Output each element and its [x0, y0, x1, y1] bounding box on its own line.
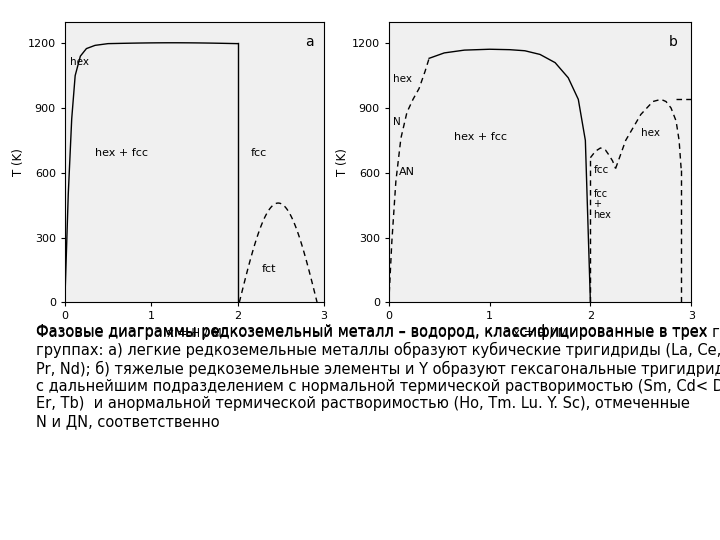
Text: Фазовые диаграммы редкоземельный металл – водород, классифицированные в трех
гру: Фазовые диаграммы редкоземельный металл …	[36, 324, 720, 429]
Y-axis label: T (K): T (K)	[12, 148, 25, 176]
Text: N: N	[393, 117, 400, 127]
Text: AN: AN	[399, 167, 415, 177]
Text: Фазовые диаграммы редкоземельный металл – водород, классифицированные в трех гру: Фазовые диаграммы редкоземельный металл …	[36, 324, 720, 340]
Text: hex: hex	[393, 74, 412, 84]
X-axis label: x = H / M: x = H / M	[513, 327, 567, 340]
Text: a: a	[305, 36, 314, 50]
Text: hex: hex	[70, 57, 89, 67]
Text: fcc
+
hex: fcc + hex	[593, 188, 611, 220]
Text: fcc: fcc	[251, 147, 267, 158]
Text: hex + fcc: hex + fcc	[454, 132, 508, 143]
Y-axis label: T (K): T (K)	[336, 148, 349, 176]
Text: hex: hex	[641, 128, 660, 138]
X-axis label: x = H / M: x = H / M	[167, 327, 222, 340]
Text: b: b	[669, 36, 678, 50]
Text: fcc: fcc	[593, 165, 608, 175]
Text: hex + fcc: hex + fcc	[95, 147, 148, 158]
Text: fct: fct	[262, 264, 276, 274]
